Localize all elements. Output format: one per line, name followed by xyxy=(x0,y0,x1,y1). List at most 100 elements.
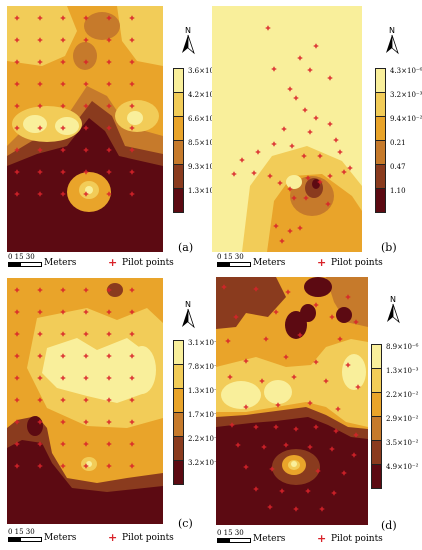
pilot-point xyxy=(305,175,311,181)
pilot-point xyxy=(106,463,112,469)
pilot-point xyxy=(235,442,241,448)
pilot-point xyxy=(225,338,231,344)
pilot-point xyxy=(233,314,239,320)
pilot-point xyxy=(129,15,135,21)
pilot-point xyxy=(14,59,20,65)
pilot-point xyxy=(353,319,359,325)
pilot-point xyxy=(265,25,271,31)
pilot-point xyxy=(271,66,277,72)
legend-swatch xyxy=(375,140,386,165)
north-arrow-a: N xyxy=(177,26,199,56)
pilot-point xyxy=(14,81,20,87)
pilot-point xyxy=(129,309,135,315)
pilot-point xyxy=(60,169,66,175)
pilot-point xyxy=(106,81,112,87)
pilot-point xyxy=(106,287,112,293)
pilot-point xyxy=(301,153,307,159)
pilot-point xyxy=(129,81,135,87)
pilot-point xyxy=(129,147,135,153)
pilot-point xyxy=(337,149,343,155)
map-d xyxy=(216,277,368,525)
pilot-point xyxy=(14,147,20,153)
legend-value: 0.47 xyxy=(390,163,406,171)
pilot-point xyxy=(243,464,249,470)
pilot-points-c xyxy=(14,287,135,469)
pilot-point xyxy=(341,470,347,476)
pilot-point xyxy=(60,191,66,197)
pilot-point xyxy=(14,463,20,469)
pilot-point xyxy=(106,125,112,131)
map-a xyxy=(7,6,163,252)
pilot-point xyxy=(14,191,20,197)
pilot-point xyxy=(129,37,135,43)
pilot-point xyxy=(106,191,112,197)
pilot-point xyxy=(37,37,43,43)
pilot-point xyxy=(293,95,299,101)
pilot-point xyxy=(269,466,275,472)
pilot-point xyxy=(293,426,299,432)
north-label: N xyxy=(185,300,191,309)
legend-value: 2.2×10⁻² xyxy=(386,391,419,399)
pilot-point xyxy=(60,309,66,315)
panel-d: N 8.9×10⁻⁶ 1.3×10⁻³ 2.2×10⁻² 2.9×10⁻² 3.5×10… xyxy=(211,275,422,550)
pilot-point xyxy=(83,353,89,359)
scale-unit: Meters xyxy=(44,258,77,268)
pilot-point xyxy=(347,165,353,171)
pilot-point-label: Pilot points xyxy=(122,533,174,543)
panel-label-d: (d) xyxy=(381,519,397,532)
scale-ticks: 0 15 30 xyxy=(8,528,35,536)
legend-swatch xyxy=(375,164,386,189)
pilot-point xyxy=(37,419,43,425)
pilot-point xyxy=(259,378,265,384)
scale-unit: Meters xyxy=(253,258,286,268)
scale-bar xyxy=(8,537,42,542)
pilot-point-icon: + xyxy=(108,256,118,269)
pilot-point xyxy=(129,169,135,175)
footer-d: 0 15 30 Meters + Pilot points xyxy=(217,529,417,547)
pilot-point xyxy=(14,375,20,381)
pilot-point xyxy=(60,287,66,293)
pilot-point xyxy=(351,452,357,458)
legend-swatch xyxy=(371,344,382,369)
pilot-point xyxy=(37,331,43,337)
scale-unit: Meters xyxy=(253,534,286,544)
legend-swatch xyxy=(375,92,386,117)
legend-swatch xyxy=(371,416,382,441)
legend-value: 0.21 xyxy=(390,139,406,147)
footer-b: 0 15 30 Meters + Pilot points xyxy=(217,253,417,271)
panel-a: N 3.6×10⁻⁶ 4.2×10⁻³ 6.6×10⁻³ 8.5×10⁻³ 9.3×10… xyxy=(0,0,220,275)
pilot-point xyxy=(355,384,361,390)
pilot-point xyxy=(106,169,112,175)
pilot-point xyxy=(313,302,319,308)
pilot-point xyxy=(313,43,319,49)
pilot-point xyxy=(331,490,337,496)
pilot-points-b xyxy=(231,25,353,244)
pilot-point xyxy=(14,441,20,447)
pilot-point xyxy=(287,186,293,192)
pilot-point xyxy=(37,463,43,469)
legend-swatch xyxy=(173,436,184,461)
pilot-point xyxy=(287,86,293,92)
legend-value: 8.9×10⁻⁶ xyxy=(386,343,419,351)
pilot-point xyxy=(307,400,313,406)
pilot-point xyxy=(279,238,285,244)
pilot-point xyxy=(83,309,89,315)
pilot-point xyxy=(283,354,289,360)
legend-value: 1.10 xyxy=(390,187,406,195)
pilot-point xyxy=(37,287,43,293)
pilot-point xyxy=(317,153,323,159)
pilot-point xyxy=(239,157,245,163)
pilot-point xyxy=(307,444,313,450)
pilot-point xyxy=(285,289,291,295)
pilot-point xyxy=(106,353,112,359)
pilot-point xyxy=(37,59,43,65)
pilot-point xyxy=(106,419,112,425)
pilot-point xyxy=(37,309,43,315)
pilot-point xyxy=(307,129,313,135)
pilot-point xyxy=(333,428,339,434)
pilot-point xyxy=(60,37,66,43)
legend-swatch xyxy=(173,116,184,141)
pilot-point xyxy=(307,67,313,73)
legend-value: 9.4×10⁻² xyxy=(390,115,422,123)
pilot-point xyxy=(106,309,112,315)
